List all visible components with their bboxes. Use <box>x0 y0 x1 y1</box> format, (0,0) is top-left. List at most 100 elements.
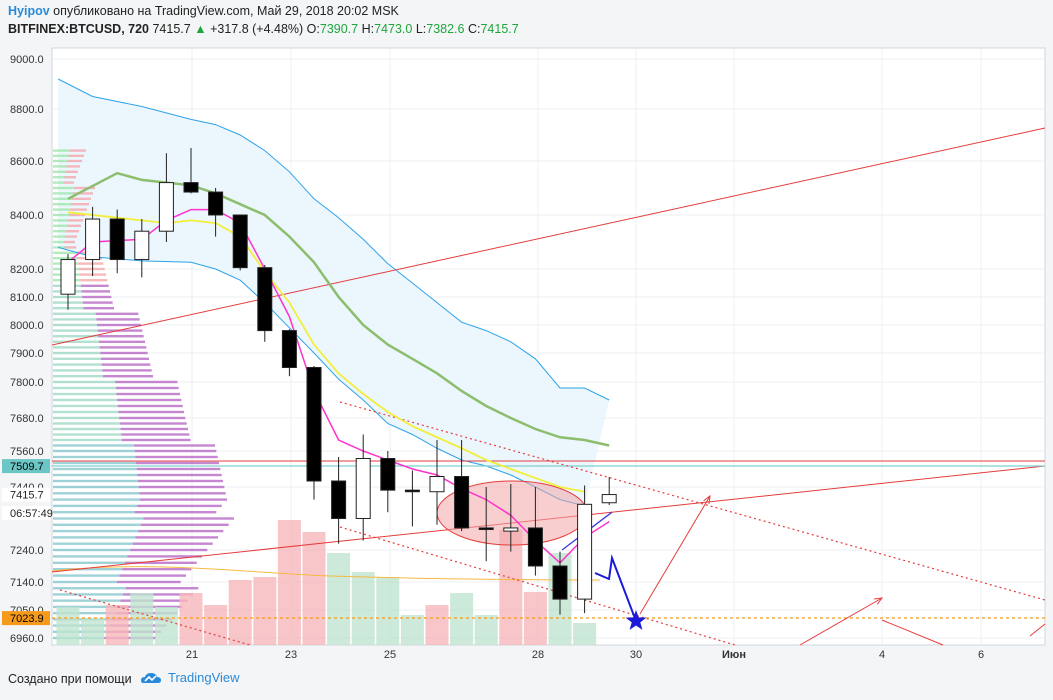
volume-profile-bar <box>123 593 193 596</box>
volume-profile-bar <box>53 438 122 442</box>
volume-profile-bar <box>101 357 149 360</box>
volume-profile-bar <box>66 230 79 233</box>
dotted-channel-lower <box>339 526 736 646</box>
volume-profile-bar <box>53 170 66 173</box>
volume-average-line <box>51 566 601 581</box>
change-up-icon: ▲ <box>194 22 207 36</box>
volume-profile-bar <box>134 511 217 514</box>
volume-profile-bar <box>53 208 70 211</box>
volume-profile-bar <box>53 404 118 408</box>
volume-profile-bar <box>102 369 152 372</box>
footer-created: Создано при помощи <box>8 672 132 686</box>
volume-profile-bar <box>53 165 67 168</box>
volume-profile-bar <box>65 235 77 238</box>
volume-profile-bar <box>53 422 120 425</box>
candle-down <box>478 527 494 531</box>
volume-profile-bar <box>115 380 178 384</box>
volume-profile-bar <box>125 587 199 590</box>
y-tick-label: 7680.0 <box>10 413 44 425</box>
volume-profile-bar <box>104 636 156 640</box>
y-tick-label: 8100.0 <box>10 292 44 304</box>
close-value: 7415.7 <box>480 22 519 36</box>
forecast-path <box>594 554 637 622</box>
tradingview-brand[interactable]: TradingView <box>140 670 240 685</box>
open-label: O: <box>306 22 320 36</box>
volume-profile-bar <box>83 307 114 310</box>
bollinger-upper-line <box>57 78 610 401</box>
volume-profile-bar <box>53 492 140 495</box>
x-tick-label: 21 <box>186 649 198 661</box>
forecast-arrow-right <box>799 597 883 646</box>
volume-profile-bar <box>80 279 108 282</box>
x-tick-label: 23 <box>285 649 297 661</box>
volume-profile-bar <box>53 392 117 396</box>
price-tag-countdown-bg <box>2 506 50 520</box>
forecast-line-down <box>881 619 944 646</box>
close-label: C: <box>467 22 481 36</box>
volume-profile-bar <box>132 542 213 545</box>
volume-bar <box>130 593 154 645</box>
volume-profile-bar <box>53 433 122 436</box>
volume-profile-bar <box>53 351 101 355</box>
volume-profile-bar <box>120 599 188 602</box>
high-value: 7473.0 <box>374 22 413 36</box>
volume-profile-bar <box>134 449 217 453</box>
volume-bar <box>154 607 178 645</box>
volume-profile-bar <box>53 340 99 343</box>
volume-profile-bar <box>53 580 117 584</box>
price-chart[interactable]: 9000.0 8800.0 8600.0 8400.0 8200.0 8100.0 8000… <box>0 40 1053 664</box>
x-axis: 21 23 25 28 30 Июн 4 6 <box>186 649 984 661</box>
volume-bar <box>228 580 252 645</box>
volume-profile-bar <box>103 375 153 378</box>
candle-down <box>527 527 543 567</box>
author-name[interactable]: Hyipov <box>8 4 50 18</box>
low-value: 7382.6 <box>426 22 465 36</box>
volume-profile-bar <box>64 240 75 244</box>
volume-profile-bar <box>68 219 83 222</box>
price-tags: 7509.7 7415.7 06:57:49 7023.9 <box>2 459 53 626</box>
volume-profile-bar <box>117 398 182 402</box>
candle-up <box>429 476 445 493</box>
volume-profile-bar <box>137 473 222 477</box>
x-tick-label: Июн <box>722 649 746 661</box>
volume-profile-bar <box>80 284 109 287</box>
volume-profile-bar <box>53 257 78 260</box>
y-tick-label: 7140.0 <box>10 577 44 589</box>
ema-fast-line <box>67 208 610 564</box>
candle-down <box>331 480 347 519</box>
volume-profile-bar <box>134 444 215 447</box>
volume-profile-bar <box>68 154 84 157</box>
volume-profile-bar <box>136 467 221 471</box>
volume-profile-bar <box>124 561 197 564</box>
volume-profile-bar <box>53 197 72 200</box>
volume-profile-bar <box>53 542 133 545</box>
volume-profile-bar <box>53 529 139 533</box>
y-tick-label: 8600.0 <box>10 156 44 168</box>
open-value: 7390.7 <box>319 22 359 36</box>
y-tick-label: 8200.0 <box>10 264 44 276</box>
price-tag-countdown: 06:57:49 <box>10 508 53 520</box>
forecast-arrow-up-head <box>703 494 711 504</box>
volume-profile-bar <box>74 186 95 190</box>
volume-profile-bar <box>53 213 69 217</box>
header-line-1: Hyipov опубликовано на TradingView.com, … <box>8 4 399 18</box>
volume-profile-bar <box>53 630 107 633</box>
volume-bar <box>523 592 547 645</box>
volume-profile-bar <box>53 587 126 590</box>
volume-profile-bar <box>53 548 131 552</box>
volume-profile-bar <box>53 323 97 327</box>
volume-profile-bar <box>63 181 74 184</box>
volume-profile-bar <box>101 363 151 366</box>
volume-profile-bar <box>53 517 144 520</box>
volume-profile-bar <box>53 427 121 431</box>
volume-profile-bar <box>53 386 116 390</box>
volume-profile-bar <box>53 149 70 152</box>
volume-profile-bar <box>82 301 113 304</box>
volume-profile-bar <box>139 492 226 495</box>
volume-profile-bar <box>53 555 128 558</box>
candle-up <box>158 182 174 232</box>
candle-up <box>503 527 519 532</box>
trend-lines <box>51 127 1046 646</box>
volume-bar <box>105 605 129 645</box>
volume-bar <box>327 553 351 645</box>
